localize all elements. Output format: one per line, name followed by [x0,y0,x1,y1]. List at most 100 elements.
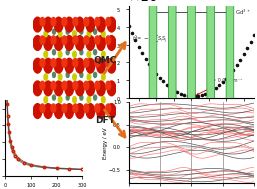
Circle shape [52,50,56,55]
Circle shape [76,17,84,32]
Text: DFT: DFT [95,116,115,125]
Circle shape [62,36,67,44]
Circle shape [94,50,97,55]
Circle shape [51,104,56,112]
Circle shape [58,97,62,103]
Circle shape [106,18,111,26]
Point [214,87,218,90]
Circle shape [62,59,67,67]
Point [148,63,152,66]
Point [221,81,225,84]
Point [242,53,246,56]
Circle shape [52,95,56,100]
Circle shape [94,29,97,34]
Circle shape [73,74,76,80]
Circle shape [102,31,105,37]
Point [193,95,197,98]
Circle shape [84,104,89,112]
Circle shape [106,81,111,90]
Circle shape [97,104,105,118]
Circle shape [44,81,52,96]
Circle shape [168,0,176,189]
Circle shape [95,104,100,112]
Point [158,76,162,79]
Point [249,40,253,43]
Point [168,86,172,89]
Point [231,69,235,72]
Circle shape [73,104,78,112]
Point [228,73,232,76]
Point [130,32,134,35]
Point [200,94,204,97]
Circle shape [73,97,76,103]
Point [133,39,137,42]
Circle shape [44,51,48,57]
Circle shape [44,17,52,32]
Point [154,72,159,75]
Point [144,57,148,60]
Circle shape [80,95,83,100]
Circle shape [65,58,74,73]
Circle shape [58,51,62,57]
Circle shape [44,97,48,103]
Circle shape [87,51,91,57]
Circle shape [44,36,52,50]
Y-axis label: Energy / eV: Energy / eV [103,127,108,159]
Circle shape [66,29,69,34]
Point [186,94,190,98]
Circle shape [80,72,83,77]
Point [224,77,228,80]
Point [245,47,250,50]
Point [252,33,256,36]
Circle shape [65,17,74,32]
Circle shape [44,58,52,73]
Circle shape [94,72,97,77]
Circle shape [51,81,56,90]
Circle shape [106,104,111,112]
Circle shape [40,36,45,44]
Circle shape [51,59,56,67]
Circle shape [87,74,91,80]
Circle shape [40,59,45,67]
Circle shape [66,95,69,100]
Circle shape [87,31,91,37]
Circle shape [95,59,100,67]
Circle shape [102,74,105,80]
Circle shape [102,51,105,57]
Circle shape [51,36,56,44]
Circle shape [76,104,84,118]
Circle shape [106,36,111,44]
Point [126,25,131,28]
Point [176,91,180,94]
Circle shape [33,36,42,50]
Circle shape [97,81,105,96]
Circle shape [33,104,42,118]
Circle shape [97,36,105,50]
Circle shape [207,0,215,189]
Circle shape [58,74,62,80]
Circle shape [86,17,95,32]
Point [165,83,169,86]
Point [235,64,239,67]
Circle shape [97,17,105,32]
Circle shape [149,0,157,189]
Circle shape [87,97,91,103]
Circle shape [66,72,69,77]
Circle shape [84,81,89,90]
Text: $\hat{H}=-2J\!\sum\!S_iS_j$: $\hat{H}=-2J\!\sum\!S_iS_j$ [132,33,168,45]
Circle shape [107,104,116,118]
Circle shape [106,59,111,67]
Point [151,68,155,71]
Point [207,91,211,94]
Circle shape [54,81,63,96]
Circle shape [76,81,84,96]
Point [137,45,141,48]
Point [161,80,166,83]
Circle shape [52,29,56,34]
Circle shape [84,59,89,67]
Circle shape [84,36,89,44]
Circle shape [54,36,63,50]
Circle shape [102,97,105,103]
Circle shape [54,58,63,73]
Circle shape [33,17,42,32]
